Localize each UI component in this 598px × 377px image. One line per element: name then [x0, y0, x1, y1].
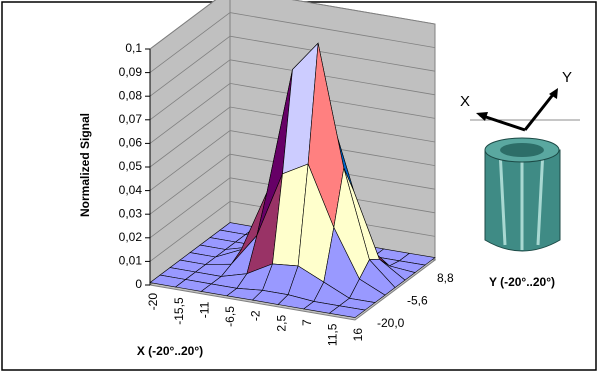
y-axis-title: Normalized Signal	[78, 113, 92, 217]
x-tick-label: -20	[146, 293, 160, 311]
x-tick-label: 2,5	[274, 315, 288, 332]
y-tick-label: 0,06	[119, 136, 143, 150]
inset-label: Y	[562, 69, 572, 86]
depth-tick-label: -5,6	[407, 294, 428, 308]
y-tick-label: 0,02	[119, 230, 143, 244]
x-tick-label: 11,5	[326, 323, 340, 346]
x-tick-label: -11	[197, 301, 211, 318]
y-tick-label: 0,1	[125, 41, 142, 55]
y-tick-label: 0,09	[119, 65, 143, 79]
cylinder-hole	[500, 143, 544, 157]
x-tick-label: 7	[300, 319, 314, 326]
y-tick-label: 0,03	[119, 206, 143, 220]
y-tick-label: 0,05	[119, 159, 143, 173]
x-axis-title: X (-20°..20°)	[137, 344, 203, 358]
depth-axis-title: Y (-20°..20°)	[489, 275, 555, 289]
x-tick-label: -2	[249, 310, 263, 321]
x-tick-label: -15,5	[172, 297, 186, 325]
y-tick-label: 0,07	[119, 112, 143, 126]
x-tick-label: 16	[351, 328, 365, 342]
y-tick-label: 0,01	[119, 254, 143, 268]
y-tick-label: 0,08	[119, 88, 143, 102]
inset-label: X	[460, 93, 470, 110]
y-tick-label: 0	[135, 277, 142, 291]
y-tick-label: 0,04	[119, 183, 143, 197]
chart: 0 0,01 0,02 0,03 0,04 0,05 0,06 0,07 0,08 0,09 0,1…	[0, 0, 598, 372]
depth-tick-label: -20,0	[377, 316, 405, 330]
x-tick-label: -6,5	[223, 306, 237, 327]
depth-tick-label: 8,8	[437, 271, 454, 285]
